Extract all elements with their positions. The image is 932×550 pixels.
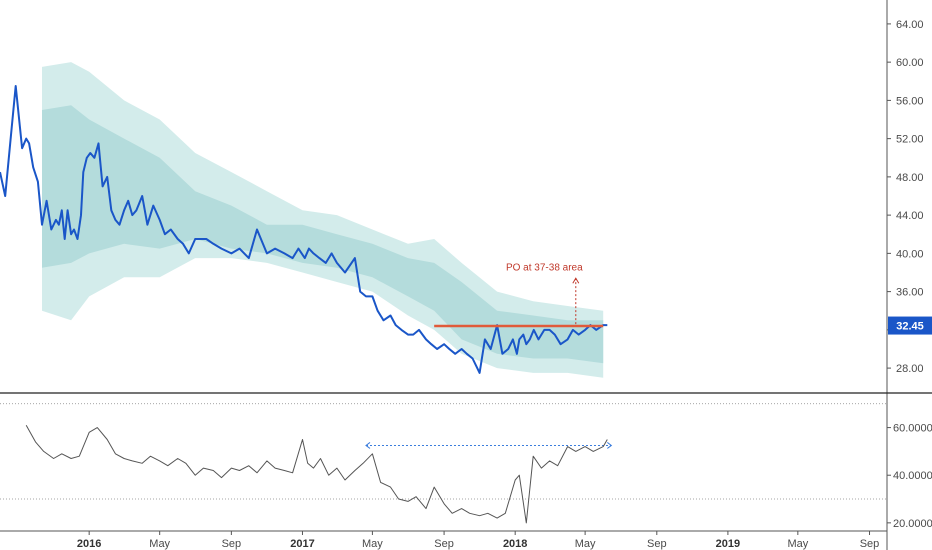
price-y-tick-label: 52.00: [896, 134, 924, 146]
price-y-tick-label: 56.00: [896, 95, 924, 107]
x-tick-label: Sep: [222, 538, 242, 550]
annotation-layer: PO at 37-38 area: [434, 263, 604, 328]
price-y-tick-label: 40.00: [896, 248, 924, 260]
oscillator-line: [25, 424, 608, 524]
x-tick-label: 2016: [77, 538, 101, 550]
price-y-tick-label: 28.00: [896, 363, 924, 375]
osc-y-tick-label: 60.0000: [893, 423, 932, 435]
osc-y-tick-label: 20.0000: [893, 518, 932, 530]
x-tick-label: Sep: [434, 538, 454, 550]
osc-guide-arrow-right: [607, 442, 613, 449]
price-y-tick-label: 60.00: [896, 57, 924, 69]
x-tick-label: May: [149, 538, 170, 550]
target-arrow-head: [572, 277, 580, 284]
x-tick-label: May: [362, 538, 383, 550]
x-tick-label: May: [787, 538, 808, 550]
x-tick-label: 2017: [290, 538, 314, 550]
price-y-tick-label: 44.00: [896, 210, 924, 222]
oscillator-reference-lines: [0, 403, 887, 500]
price-y-tick-label: 48.00: [896, 172, 924, 184]
annotation-label: PO at 37-38 area: [506, 263, 583, 274]
osc-guide-arrow-left: [365, 442, 371, 449]
price-series: [0, 85, 608, 374]
osc-y-tick-label: 40.0000: [893, 470, 932, 482]
x-tick-label: 2018: [503, 538, 527, 550]
last-value-label: 32.45: [896, 321, 924, 333]
price-line: [0, 85, 608, 374]
x-tick-label: 2019: [716, 538, 740, 550]
price-bands: [42, 62, 604, 378]
price-y-tick-label: 64.00: [896, 19, 924, 31]
oscillator-series: [25, 424, 608, 524]
inner-band: [42, 105, 604, 364]
last-value-badge: [888, 316, 932, 335]
x-tick-label: May: [575, 538, 596, 550]
x-tick-label: Sep: [647, 538, 667, 550]
price-y-tick-label: 36.00: [896, 287, 924, 299]
x-tick-label: Sep: [860, 538, 880, 550]
